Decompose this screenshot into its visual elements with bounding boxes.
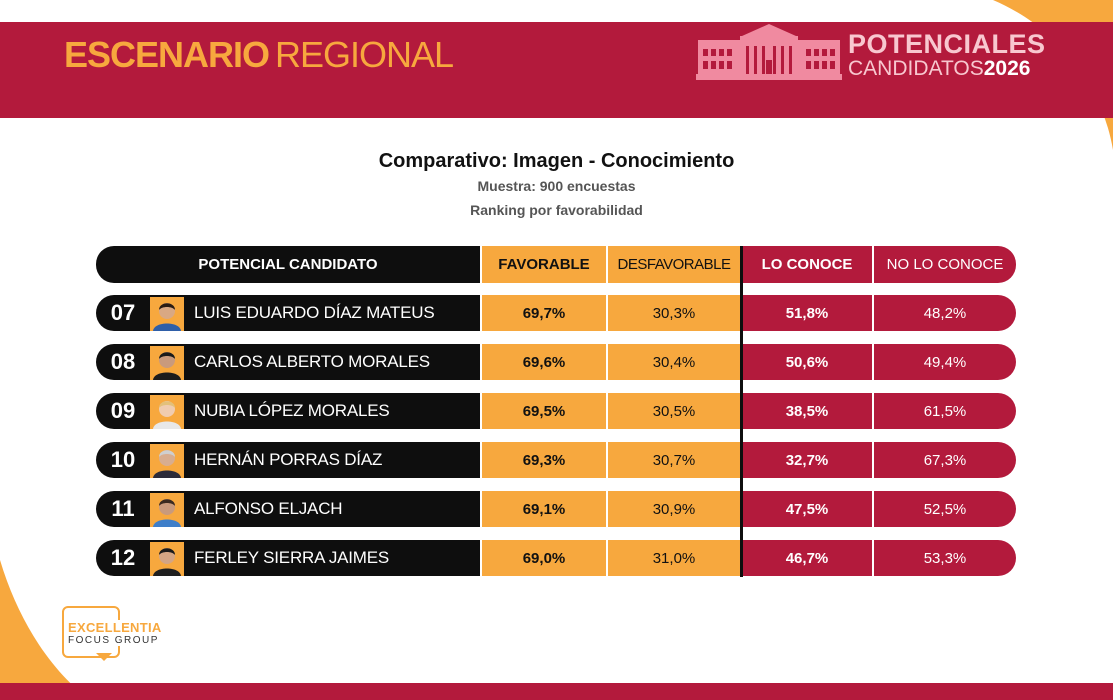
unfavorable-value: 30,7% [608, 442, 740, 478]
table-row: 11 ALFONSO ELJACH 69,1% 30,9% 47,5% 52,5% [96, 491, 1016, 527]
header-favorable: FAVORABLE [482, 246, 606, 283]
candidate-cell: 08 CARLOS ALBERTO MORALES [96, 344, 480, 380]
corner-decoration-bottom-left [0, 560, 90, 700]
header-band [0, 22, 1113, 118]
candidatos-line: CANDIDATOS2026 [848, 58, 1046, 80]
year-label: 2026 [983, 57, 1031, 80]
candidate-photo-icon [150, 541, 184, 576]
header-candidate: POTENCIAL CANDIDATO [96, 246, 480, 283]
scenario-title: ESCENARIO REGIONAL [64, 34, 454, 76]
unfavorable-value: 30,4% [608, 344, 740, 380]
excellentia-logo: EXCELLENTIA FOCUS GROUP [62, 603, 172, 663]
capitol-building-icon [696, 24, 842, 80]
known-value: 32,7% [742, 442, 872, 478]
candidate-photo-icon [150, 443, 184, 478]
table-row: 07 LUIS EDUARDO DÍAZ MATEUS 69,7% 30,3% 51,8… [96, 295, 1016, 331]
logo-text-brand: EXCELLENTIA [68, 620, 162, 635]
unknown-value: 48,2% [874, 295, 1016, 331]
favorable-value: 69,7% [482, 295, 606, 331]
table-row: 10 HERNÁN PORRAS DÍAZ 69,3% 30,7% 32,7% 67,3% [96, 442, 1016, 478]
unfavorable-value: 30,3% [608, 295, 740, 331]
column-divider [740, 246, 743, 577]
unknown-value: 61,5% [874, 393, 1016, 429]
favorable-value: 69,3% [482, 442, 606, 478]
candidate-photo-icon [150, 296, 184, 331]
favorable-value: 69,1% [482, 491, 606, 527]
candidate-name: LUIS EDUARDO DÍAZ MATEUS [194, 303, 435, 322]
candidate-name: NUBIA LÓPEZ MORALES [194, 401, 390, 420]
favorable-value: 69,0% [482, 540, 606, 576]
logo-speech-tail [96, 653, 112, 661]
header-known: LO CONOCE [742, 246, 872, 283]
candidatos-label: CANDIDATOS [848, 57, 984, 80]
header-unknown: NO LO CONOCE [874, 246, 1016, 283]
candidate-name: FERLEY SIERRA JAIMES [194, 548, 390, 567]
rank-number: 08 [110, 349, 136, 374]
unfavorable-value: 30,5% [608, 393, 740, 429]
header-unfavorable: DESFAVORABLE [608, 246, 740, 283]
potenciales-label: POTENCIALES [848, 29, 1046, 59]
favorable-value: 69,6% [482, 344, 606, 380]
unknown-value: 52,5% [874, 491, 1016, 527]
unknown-value: 67,3% [874, 442, 1016, 478]
rank-number: 10 [110, 447, 136, 472]
table-row: 08 CARLOS ALBERTO MORALES 69,6% 30,4% 50,6% 4… [96, 344, 1016, 380]
known-value: 50,6% [742, 344, 872, 380]
rank-number: 09 [110, 398, 136, 423]
known-value: 51,8% [742, 295, 872, 331]
table-row: 12 FERLEY SIERRA JAIMES 69,0% 31,0% 46,7% 53,… [96, 540, 1016, 576]
chart-titles: Comparativo: Imagen - Conocimiento Muest… [0, 150, 1113, 218]
candidate-photo-icon [150, 394, 184, 429]
known-value: 38,5% [742, 393, 872, 429]
favorable-value: 69,5% [482, 393, 606, 429]
rank-number: 11 [111, 496, 135, 521]
known-value: 46,7% [742, 540, 872, 576]
logo-text-sub: FOCUS GROUP [68, 635, 159, 646]
known-value: 47,5% [742, 491, 872, 527]
sample-size: Muestra: 900 encuestas [477, 178, 636, 194]
footer-band [0, 683, 1113, 700]
unfavorable-value: 30,9% [608, 491, 740, 527]
candidate-name: HERNÁN PORRAS DÍAZ [194, 450, 383, 469]
candidate-photo-icon [150, 492, 184, 527]
unknown-value: 53,3% [874, 540, 1016, 576]
rank-number: 07 [110, 300, 136, 325]
chart-title: Comparativo: Imagen - Conocimiento [378, 150, 735, 172]
table-row: 09 NUBIA LÓPEZ MORALES 69,5% 30,5% 38,5% 61,5… [96, 393, 1016, 429]
candidate-cell: 10 HERNÁN PORRAS DÍAZ [96, 442, 480, 478]
candidate-cell: 09 NUBIA LÓPEZ MORALES [96, 393, 480, 429]
candidate-name: CARLOS ALBERTO MORALES [194, 352, 430, 371]
candidate-cell: 11 ALFONSO ELJACH [96, 491, 480, 527]
candidate-cell: 12 FERLEY SIERRA JAIMES [96, 540, 480, 576]
scenario-title-light: REGIONAL [275, 34, 454, 75]
potential-candidates-title: POTENCIALES CANDIDATOS2026 [848, 30, 1046, 80]
unknown-value: 49,4% [874, 344, 1016, 380]
table-header: POTENCIAL CANDIDATO FAVORABLE DESFAVORAB… [96, 246, 1016, 283]
candidate-name: ALFONSO ELJACH [194, 499, 343, 518]
candidate-cell: 07 LUIS EDUARDO DÍAZ MATEUS [96, 295, 480, 331]
candidate-photo-icon [150, 345, 184, 380]
unfavorable-value: 31,0% [608, 540, 740, 576]
scenario-title-bold: ESCENARIO [64, 34, 270, 75]
ranking-note: Ranking por favorabilidad [470, 202, 643, 218]
rank-number: 12 [110, 545, 136, 570]
